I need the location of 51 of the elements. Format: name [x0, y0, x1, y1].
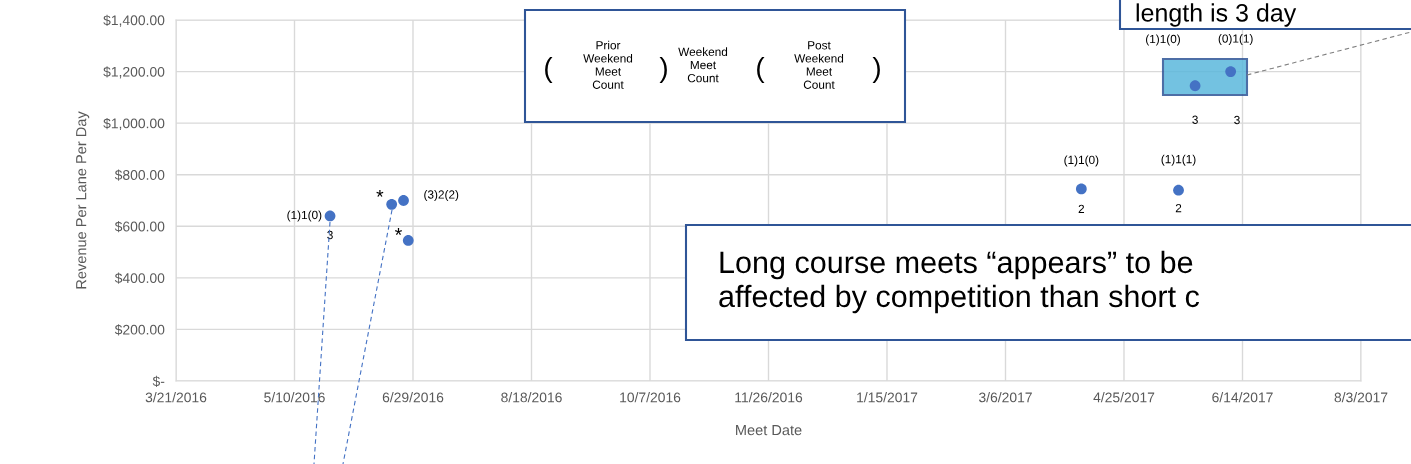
annotation: * — [395, 228, 402, 235]
annotation: * — [376, 190, 384, 197]
annotation: 2 — [1175, 203, 1182, 213]
annotation: Prior Weekend Meet Count — [583, 40, 633, 89]
annotation: ) — [872, 57, 880, 83]
point — [1225, 66, 1237, 77]
annotation: length is 3 day — [1136, 3, 1297, 27]
x-tick-label: 4/25/2017 — [1093, 392, 1155, 403]
annotation: Weekend Meet Count — [678, 47, 728, 83]
x-tick-label: 10/7/2016 — [620, 392, 681, 403]
annotation: Long course meets “appears” to be affected by competition than short c — [719, 250, 1200, 314]
y-tick-label: $1,400.00 — [103, 14, 165, 27]
annotation: ( — [757, 57, 765, 83]
annotation: (1)1(0) — [1064, 155, 1099, 167]
point — [1075, 183, 1087, 195]
annotation: (0)1(1) — [1218, 34, 1253, 46]
point — [402, 235, 414, 246]
x-axis-title: Meet Date — [736, 425, 802, 436]
x-tick-label: 8/3/2017 — [1334, 392, 1388, 403]
y-tick-label: $600.00 — [114, 221, 165, 233]
y-tick-label: $800.00 — [114, 169, 165, 181]
annotation: 3 — [1234, 115, 1240, 125]
point — [1189, 80, 1201, 92]
y-tick-label: $1,200.00 — [103, 66, 165, 79]
x-tick-label: 3/6/2017 — [979, 392, 1032, 403]
point — [324, 210, 336, 222]
y-tick-label: $- — [152, 375, 165, 387]
point — [1173, 184, 1184, 196]
annotation: 2 — [1078, 204, 1085, 213]
annotation: ( — [545, 57, 553, 83]
x-tick-label: 3/21/2016 — [145, 392, 207, 403]
point — [386, 198, 398, 210]
x-tick-label: 6/14/2017 — [1212, 392, 1273, 403]
annotation: ) — [659, 57, 667, 83]
annotation: 3 — [327, 230, 333, 240]
point — [398, 195, 409, 206]
y-tick-label: $1,000.00 — [103, 117, 165, 130]
y-tick-label: $200.00 — [114, 324, 165, 336]
annotation: (1)1(0) — [287, 210, 322, 222]
x-tick-label: 8/18/2016 — [501, 392, 562, 403]
y-axis-title: Revenue Per Lane Per Day — [76, 111, 90, 289]
annotation: (1)1(1) — [1161, 154, 1196, 166]
annotation: Post Weekend Meet Count — [794, 41, 844, 89]
annotation: 3 — [1192, 115, 1198, 124]
x-tick-label: 6/29/2016 — [382, 392, 444, 403]
x-tick-label: 1/15/2017 — [857, 392, 918, 403]
annotation: (3)2(2) — [424, 190, 459, 201]
y-tick-label: $400.00 — [114, 272, 165, 284]
annotation: (1)1(0) — [1146, 34, 1180, 46]
x-tick-label: 11/26/2016 — [735, 392, 803, 403]
x-tick-label: 5/10/2016 — [264, 392, 325, 403]
